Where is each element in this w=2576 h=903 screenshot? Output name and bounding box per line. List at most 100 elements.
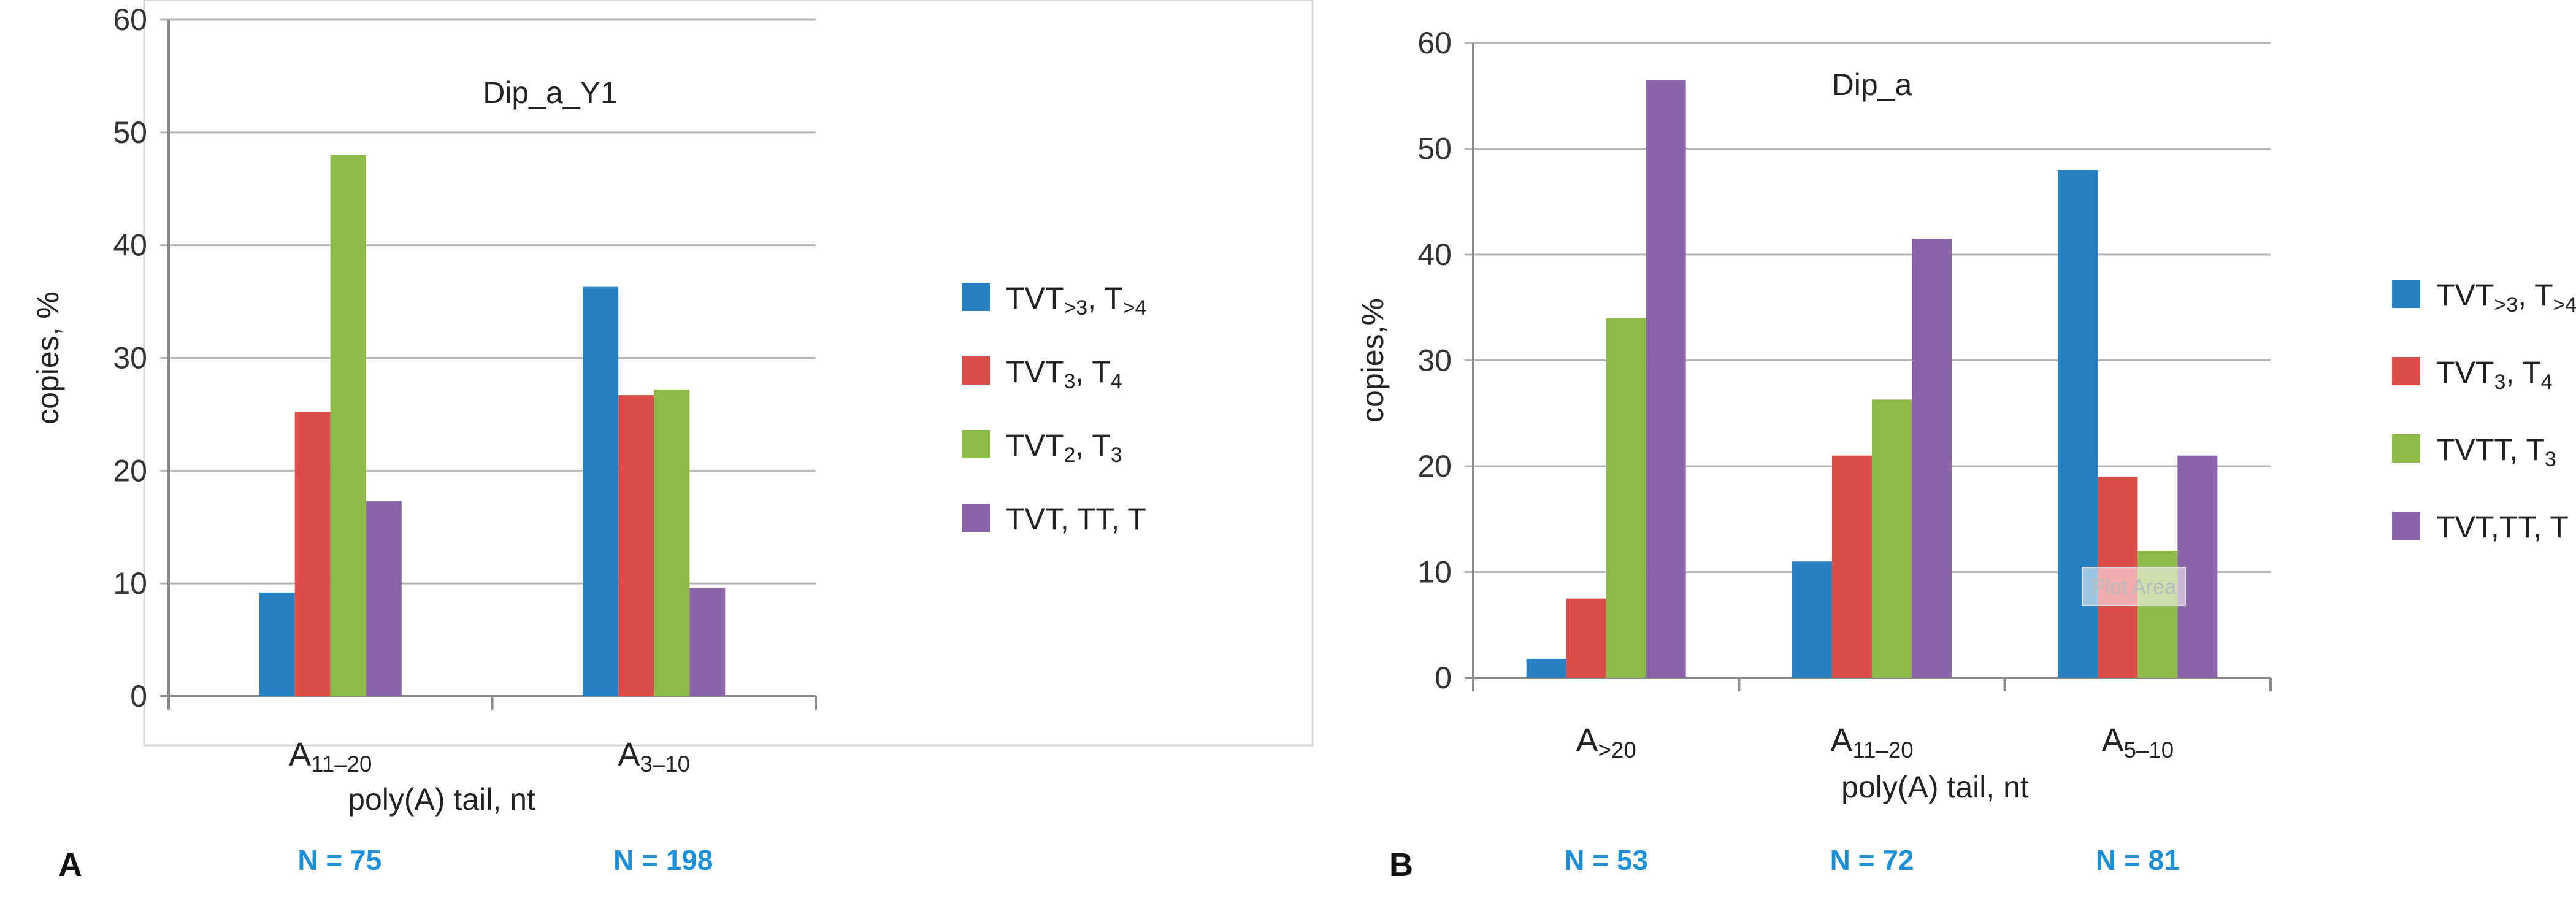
label-part: A xyxy=(1830,722,1852,759)
label-part: TVT xyxy=(1006,428,1064,463)
legend-swatch-4 xyxy=(962,504,990,532)
bar-series-2-a-2 xyxy=(618,395,654,696)
bar-series-3-a-2 xyxy=(654,389,690,696)
y-tick-label: 10 xyxy=(113,566,147,601)
subscript: 3 xyxy=(1064,370,1075,393)
legend-entry-1: TVT>3, T>4 xyxy=(2436,278,2576,317)
legend-entry-3: TVT2, T3 xyxy=(1006,428,1122,467)
subscript: 3 xyxy=(2494,371,2505,394)
subscript: 3 xyxy=(1111,444,1122,467)
y-tick-label: 30 xyxy=(113,341,147,375)
label-part: TVT xyxy=(1006,355,1064,389)
y-tick-label: 60 xyxy=(113,2,147,37)
subscript: >3 xyxy=(2494,293,2518,317)
bar-series-3-a-1 xyxy=(330,155,366,697)
label-part: , T xyxy=(1075,355,1110,389)
label-part: A xyxy=(1576,722,1598,759)
y-tick-label: 60 xyxy=(1417,26,1452,60)
chart-title: Dip_a_Y1 xyxy=(483,75,618,110)
y-tick-label: 0 xyxy=(1435,661,1452,695)
legend-entry-2: TVT3, T4 xyxy=(2436,355,2553,394)
label-part: TVTT, T xyxy=(2436,432,2545,467)
bar-series-4-b-1 xyxy=(1646,80,1686,678)
label-part: , T xyxy=(1087,281,1122,315)
y-tick-label: 20 xyxy=(113,453,147,488)
bar-series-1-b-2 xyxy=(1792,561,1832,678)
bar-series-2-a-1 xyxy=(294,412,331,696)
subscript: >4 xyxy=(1123,296,1147,320)
legend-swatch-3 xyxy=(962,430,990,458)
y-tick-label: 40 xyxy=(113,228,147,263)
y-tick-label: 20 xyxy=(1417,449,1452,483)
bar-series-2-b-2 xyxy=(1832,455,1872,678)
legend-swatch-1 xyxy=(2392,280,2420,308)
chart-title: Dip_a xyxy=(1832,67,1912,102)
legend-swatch-4 xyxy=(2392,512,2420,540)
bar-series-4-b-2 xyxy=(1912,239,1952,678)
sample-size-label: N = 75 xyxy=(297,844,381,876)
subscript: >20 xyxy=(1598,737,1636,763)
x-category-label: A3–10 xyxy=(618,736,690,777)
y-axis-label: copies,% xyxy=(1355,298,1390,423)
x-category-label: A11–20 xyxy=(289,736,372,777)
subscript: 4 xyxy=(1111,370,1122,393)
panel-label: B xyxy=(1389,847,1413,883)
legend-swatch-2 xyxy=(962,356,990,385)
plot-area-tooltip-text: Plot Area xyxy=(2091,575,2176,599)
y-axis-label: copies, % xyxy=(31,291,65,425)
y-tick-label: 30 xyxy=(1417,344,1452,378)
x-category-label: A11–20 xyxy=(1830,722,1913,763)
subscript: 5–10 xyxy=(2124,737,2174,763)
subscript: 3 xyxy=(2545,448,2556,471)
sample-size-label: N = 81 xyxy=(2096,844,2180,876)
label-part: TVT xyxy=(2436,278,2494,312)
y-tick-label: 10 xyxy=(1417,555,1452,590)
x-axis-label: poly(A) tail, nt xyxy=(348,782,535,817)
bar-series-2-b-1 xyxy=(1566,598,1606,678)
y-tick-label: 50 xyxy=(113,115,147,150)
label-part: , T xyxy=(1075,428,1110,463)
label-part: A xyxy=(618,736,640,773)
legend-entry-2: TVT3, T4 xyxy=(1006,355,1122,393)
x-axis-label: poly(A) tail, nt xyxy=(1841,770,2029,804)
sample-size-label: N = 72 xyxy=(1830,844,1914,876)
legend-entry-3: TVTT, T3 xyxy=(2436,432,2556,471)
y-tick-label: 40 xyxy=(1417,237,1452,272)
subscript: 2 xyxy=(1064,444,1075,467)
subscript: 4 xyxy=(2541,371,2553,394)
x-category-label: A5–10 xyxy=(2101,722,2174,763)
subscript: 11–20 xyxy=(311,751,372,777)
label-part: A xyxy=(2101,722,2123,759)
legend-swatch-3 xyxy=(2392,434,2420,463)
legend-swatch-2 xyxy=(2392,357,2420,385)
bar-series-1-b-1 xyxy=(1526,658,1566,678)
sample-size-label: N = 53 xyxy=(1564,844,1648,876)
bar-series-3-b-1 xyxy=(1606,318,1646,678)
bar-series-4-a-2 xyxy=(689,588,726,696)
subscript: >3 xyxy=(1064,296,1087,320)
bar-series-1-a-1 xyxy=(259,592,295,696)
subscript: 11–20 xyxy=(1852,737,1913,763)
subscript: 3–10 xyxy=(640,751,690,777)
label-part: TVT,TT, T xyxy=(2436,510,2569,544)
label-part: TVT xyxy=(1006,281,1064,315)
label-part: TVT, TT, T xyxy=(1006,502,1146,536)
panel-label: A xyxy=(58,847,82,883)
legend-entry-4: TVT,TT, T xyxy=(2436,510,2569,544)
chart-frame xyxy=(143,0,1314,747)
y-tick-label: 0 xyxy=(130,679,147,713)
legend-swatch-1 xyxy=(962,283,990,311)
sample-size-label: N = 198 xyxy=(613,844,713,876)
plot-area-tooltip xyxy=(2082,567,2186,606)
subscript: >4 xyxy=(2553,293,2576,317)
label-part: TVT xyxy=(2436,355,2494,390)
label-part: A xyxy=(289,736,311,773)
legend-entry-4: TVT, TT, T xyxy=(1006,502,1146,536)
bar-series-4-b-3 xyxy=(2177,455,2218,678)
legend-entry-1: TVT>3, T>4 xyxy=(1006,281,1146,320)
bar-series-1-a-2 xyxy=(583,286,619,696)
bar-series-4-a-1 xyxy=(366,501,402,696)
